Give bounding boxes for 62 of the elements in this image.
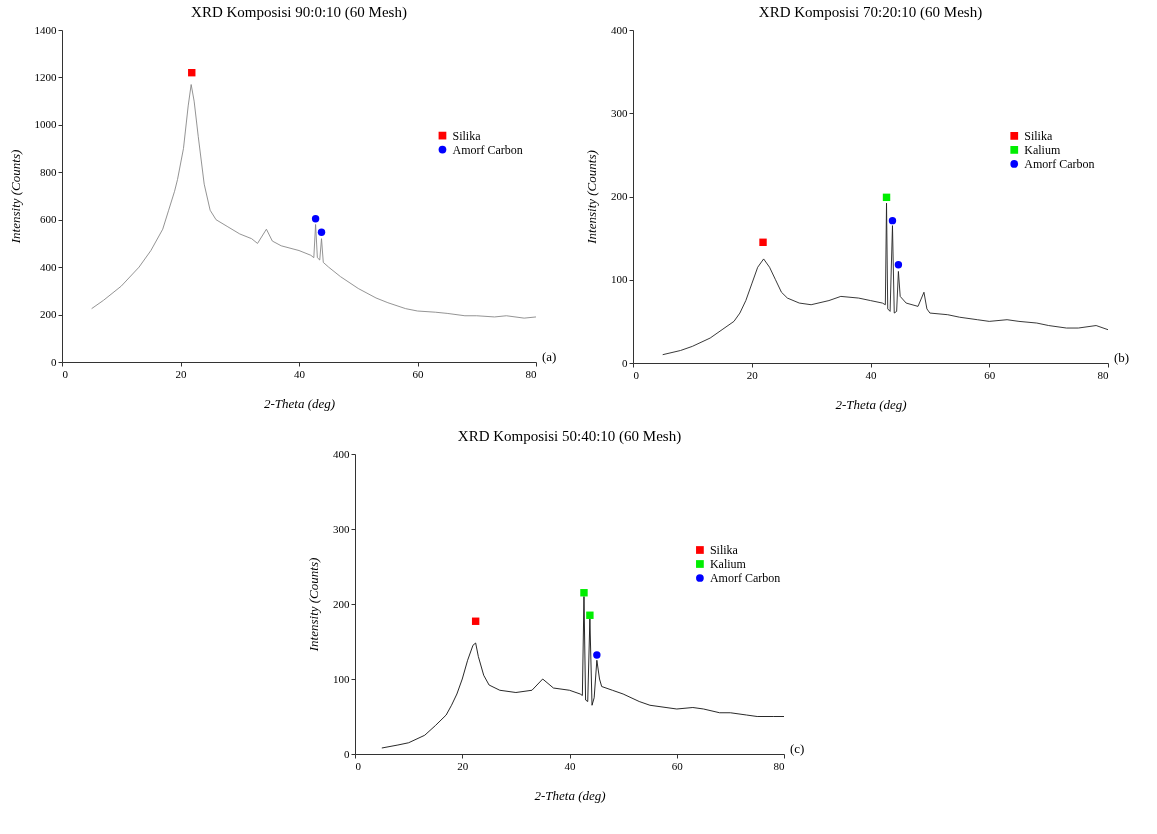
x-tick-label: 40 [564,759,576,772]
y-tick-label: 300 [611,106,628,119]
y-tick-label: 100 [611,273,628,286]
y-tick-label: 300 [333,522,350,535]
legend-label: Silika [1024,128,1053,143]
x-tick-label: 80 [1097,368,1109,381]
x-tick-label: 0 [62,367,69,380]
chart-title: XRD Komposisi 50:40:10 (60 Mesh) [457,428,682,445]
y-tick-label: 400 [40,260,57,273]
text: (a) [542,349,557,364]
x-axis-title: 2-Theta (deg) [263,395,336,411]
y-tick-label: 1000 [34,118,57,131]
x-axis-title: 2-Theta (deg) [534,787,606,803]
y-tick-label: 200 [333,597,350,610]
y-tick-label: 200 [40,308,57,321]
legend-label: Silika [452,128,482,143]
point [317,228,326,236]
x-tick-label: 40 [865,368,877,381]
y-tick-label: 1200 [34,70,57,83]
y-tick-label: 200 [611,190,628,202]
y-tick-label: 400 [611,23,628,36]
y-tick-label: 400 [333,447,350,460]
legend-label: Amorf Carbon [452,142,523,157]
y-tick-label: 800 [40,165,57,178]
x-tick-label: 60 [412,367,424,380]
x-tick-label: 0 [355,759,362,772]
x-axis-title: 2-Theta (deg) [835,396,907,412]
y-tick-label: 0 [622,356,628,369]
text: (c) [790,741,805,756]
y-axis-title: Intensity (Counts) [7,149,23,245]
point [888,216,897,225]
line-series [91,84,537,319]
point [586,611,594,619]
x-tick-label: 80 [525,367,537,380]
y-axis-title: Intensity (Counts) [306,557,321,653]
y-tick-label: 100 [333,672,350,685]
y-tick-label: 600 [40,213,57,226]
point [311,215,320,223]
x-tick-label: 20 [746,368,759,381]
y-tick-label: 0 [51,355,57,368]
y-tick-label: 0 [344,747,350,760]
y-axis-title: Intensity (Counts) [584,150,599,245]
legend-label: Amorf Carbon [1024,156,1095,171]
chart-title: XRD Komposisi 70:20:10 (60 Mesh) [758,4,983,21]
point [759,238,767,246]
point [894,261,903,269]
legend-label: Amorf Carbon [709,571,781,585]
x-tick-label: 60 [671,759,684,772]
legend-label: Silika [709,543,739,557]
point [593,651,601,659]
x-tick-label: 40 [294,367,306,380]
y-tick-label: 1400 [34,23,57,36]
x-tick-label: 20 [457,759,469,772]
x-tick-label: 20 [175,367,187,380]
legend-label: Kalium [709,557,747,571]
x-tick-label: 60 [984,368,996,381]
chart-title: XRD Komposisi 90:0:10 (60 Mesh) [191,4,407,21]
text: (b) [1114,350,1130,365]
legend-label: Kalium [1024,142,1061,157]
x-tick-label: 0 [633,368,640,381]
x-tick-label: 80 [773,759,785,772]
point [580,589,588,597]
